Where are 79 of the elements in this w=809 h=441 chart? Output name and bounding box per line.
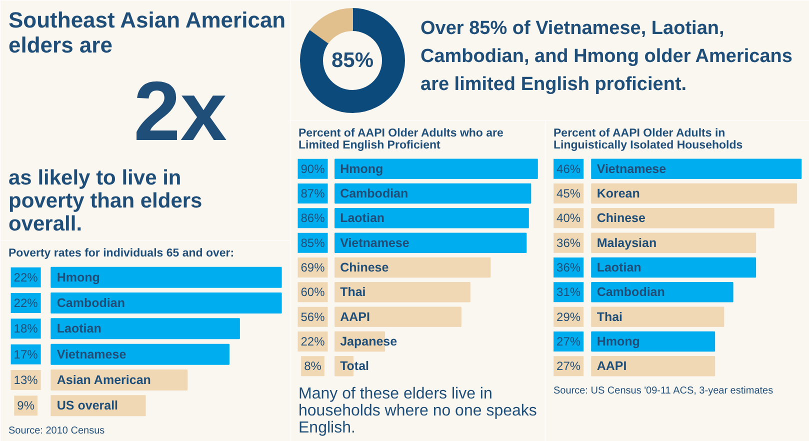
text: as likely to live in poverty than elders overall. bbox=[8, 166, 202, 236]
y-tick-label: Vietnamese bbox=[596, 162, 666, 176]
bar bbox=[591, 306, 724, 327]
y-tick-label: Asian American bbox=[56, 373, 151, 387]
y-tick-label: Cambodian bbox=[56, 296, 125, 310]
bar bbox=[50, 266, 282, 288]
bar bbox=[50, 344, 230, 365]
data-label: 40% bbox=[556, 211, 581, 226]
data-label: 8% bbox=[304, 359, 322, 374]
data-label: 18% bbox=[14, 322, 38, 336]
y-tick-label: Cambodian bbox=[596, 285, 665, 300]
data-label: 27% bbox=[556, 334, 581, 348]
y-tick-label: Total bbox=[340, 359, 370, 374]
text: Many of these elders live in households where no one speaks English. bbox=[298, 386, 537, 436]
bar bbox=[591, 282, 734, 302]
data-label: 45% bbox=[556, 186, 581, 200]
y-tick-label: Korean bbox=[596, 186, 640, 200]
y-tick-label: Vietnamese bbox=[56, 347, 126, 362]
chart-title: Poverty rates for individuals 65 and over: bbox=[8, 248, 234, 260]
text: Over 85% of Vietnamese, Laotian, Cambodian, and Hmong older Americans are limited English proficient. bbox=[420, 18, 792, 95]
data-label: 22% bbox=[14, 270, 38, 284]
y-tick-label: Cambodian bbox=[340, 186, 408, 200]
bar bbox=[50, 292, 282, 314]
data-label: 22% bbox=[14, 296, 38, 310]
y-tick-label: Laotian bbox=[56, 322, 102, 336]
y-tick-label: Laotian bbox=[340, 211, 385, 226]
text: Southeast Asian American elders are bbox=[8, 8, 286, 58]
y-tick-label: Hmong bbox=[56, 270, 100, 284]
bar bbox=[591, 331, 716, 352]
bar bbox=[591, 356, 716, 376]
bar bbox=[334, 282, 470, 302]
data-label: 56% bbox=[300, 310, 326, 324]
text: 85% bbox=[331, 49, 374, 72]
bar bbox=[334, 306, 462, 327]
y-tick-label: Hmong bbox=[596, 334, 640, 348]
bar bbox=[334, 183, 532, 204]
data-label: 86% bbox=[300, 211, 326, 226]
y-tick-label: Hmong bbox=[340, 162, 384, 176]
y-tick-label: Laotian bbox=[596, 260, 642, 274]
data-label: 29% bbox=[556, 310, 581, 324]
y-tick-label: Chinese bbox=[340, 260, 389, 274]
bar bbox=[591, 257, 756, 278]
data-label: 27% bbox=[556, 359, 581, 374]
data-label: 31% bbox=[556, 285, 581, 300]
data-label: 13% bbox=[14, 373, 38, 387]
bar bbox=[591, 158, 802, 179]
y-tick-label: Vietnamese bbox=[340, 236, 410, 250]
data-label: 46% bbox=[556, 162, 581, 176]
data-label: 60% bbox=[300, 285, 326, 300]
bar bbox=[591, 232, 756, 253]
y-tick-label: Malaysian bbox=[596, 236, 657, 250]
text: 2x bbox=[134, 64, 228, 158]
data-label: 9% bbox=[17, 398, 35, 413]
data-label: 17% bbox=[14, 347, 38, 362]
data-label: 22% bbox=[300, 334, 326, 348]
y-tick-label: US overall bbox=[56, 398, 118, 413]
y-tick-label: Thai bbox=[340, 285, 366, 300]
bar bbox=[334, 208, 529, 228]
data-label: 69% bbox=[300, 260, 326, 274]
data-label: 85% bbox=[300, 236, 326, 250]
bar bbox=[334, 257, 491, 278]
data-label: 90% bbox=[300, 162, 326, 176]
data-label: 36% bbox=[556, 260, 581, 274]
source-note: Source: 2010 Census bbox=[8, 426, 105, 436]
chart-title: Percent of AAPI Older Adults in Linguistically Isolated Households bbox=[554, 128, 743, 152]
bar bbox=[334, 232, 527, 253]
data-label: 87% bbox=[300, 186, 326, 200]
bar bbox=[591, 208, 774, 228]
y-tick-label: AAPI bbox=[596, 359, 627, 374]
y-tick-label: Thai bbox=[596, 310, 623, 324]
chart-title: Percent of AAPI Older Adults who are Limited English Proficient bbox=[298, 128, 504, 152]
bar bbox=[50, 318, 240, 340]
source-note: Source: US Census '09-11 ACS, 3-year estimates bbox=[554, 386, 774, 396]
y-tick-label: AAPI bbox=[340, 310, 370, 324]
y-tick-label: Chinese bbox=[596, 211, 646, 226]
data-label: 36% bbox=[556, 236, 581, 250]
bar bbox=[591, 183, 798, 204]
bar bbox=[334, 158, 538, 179]
y-tick-label: Japanese bbox=[340, 334, 398, 348]
